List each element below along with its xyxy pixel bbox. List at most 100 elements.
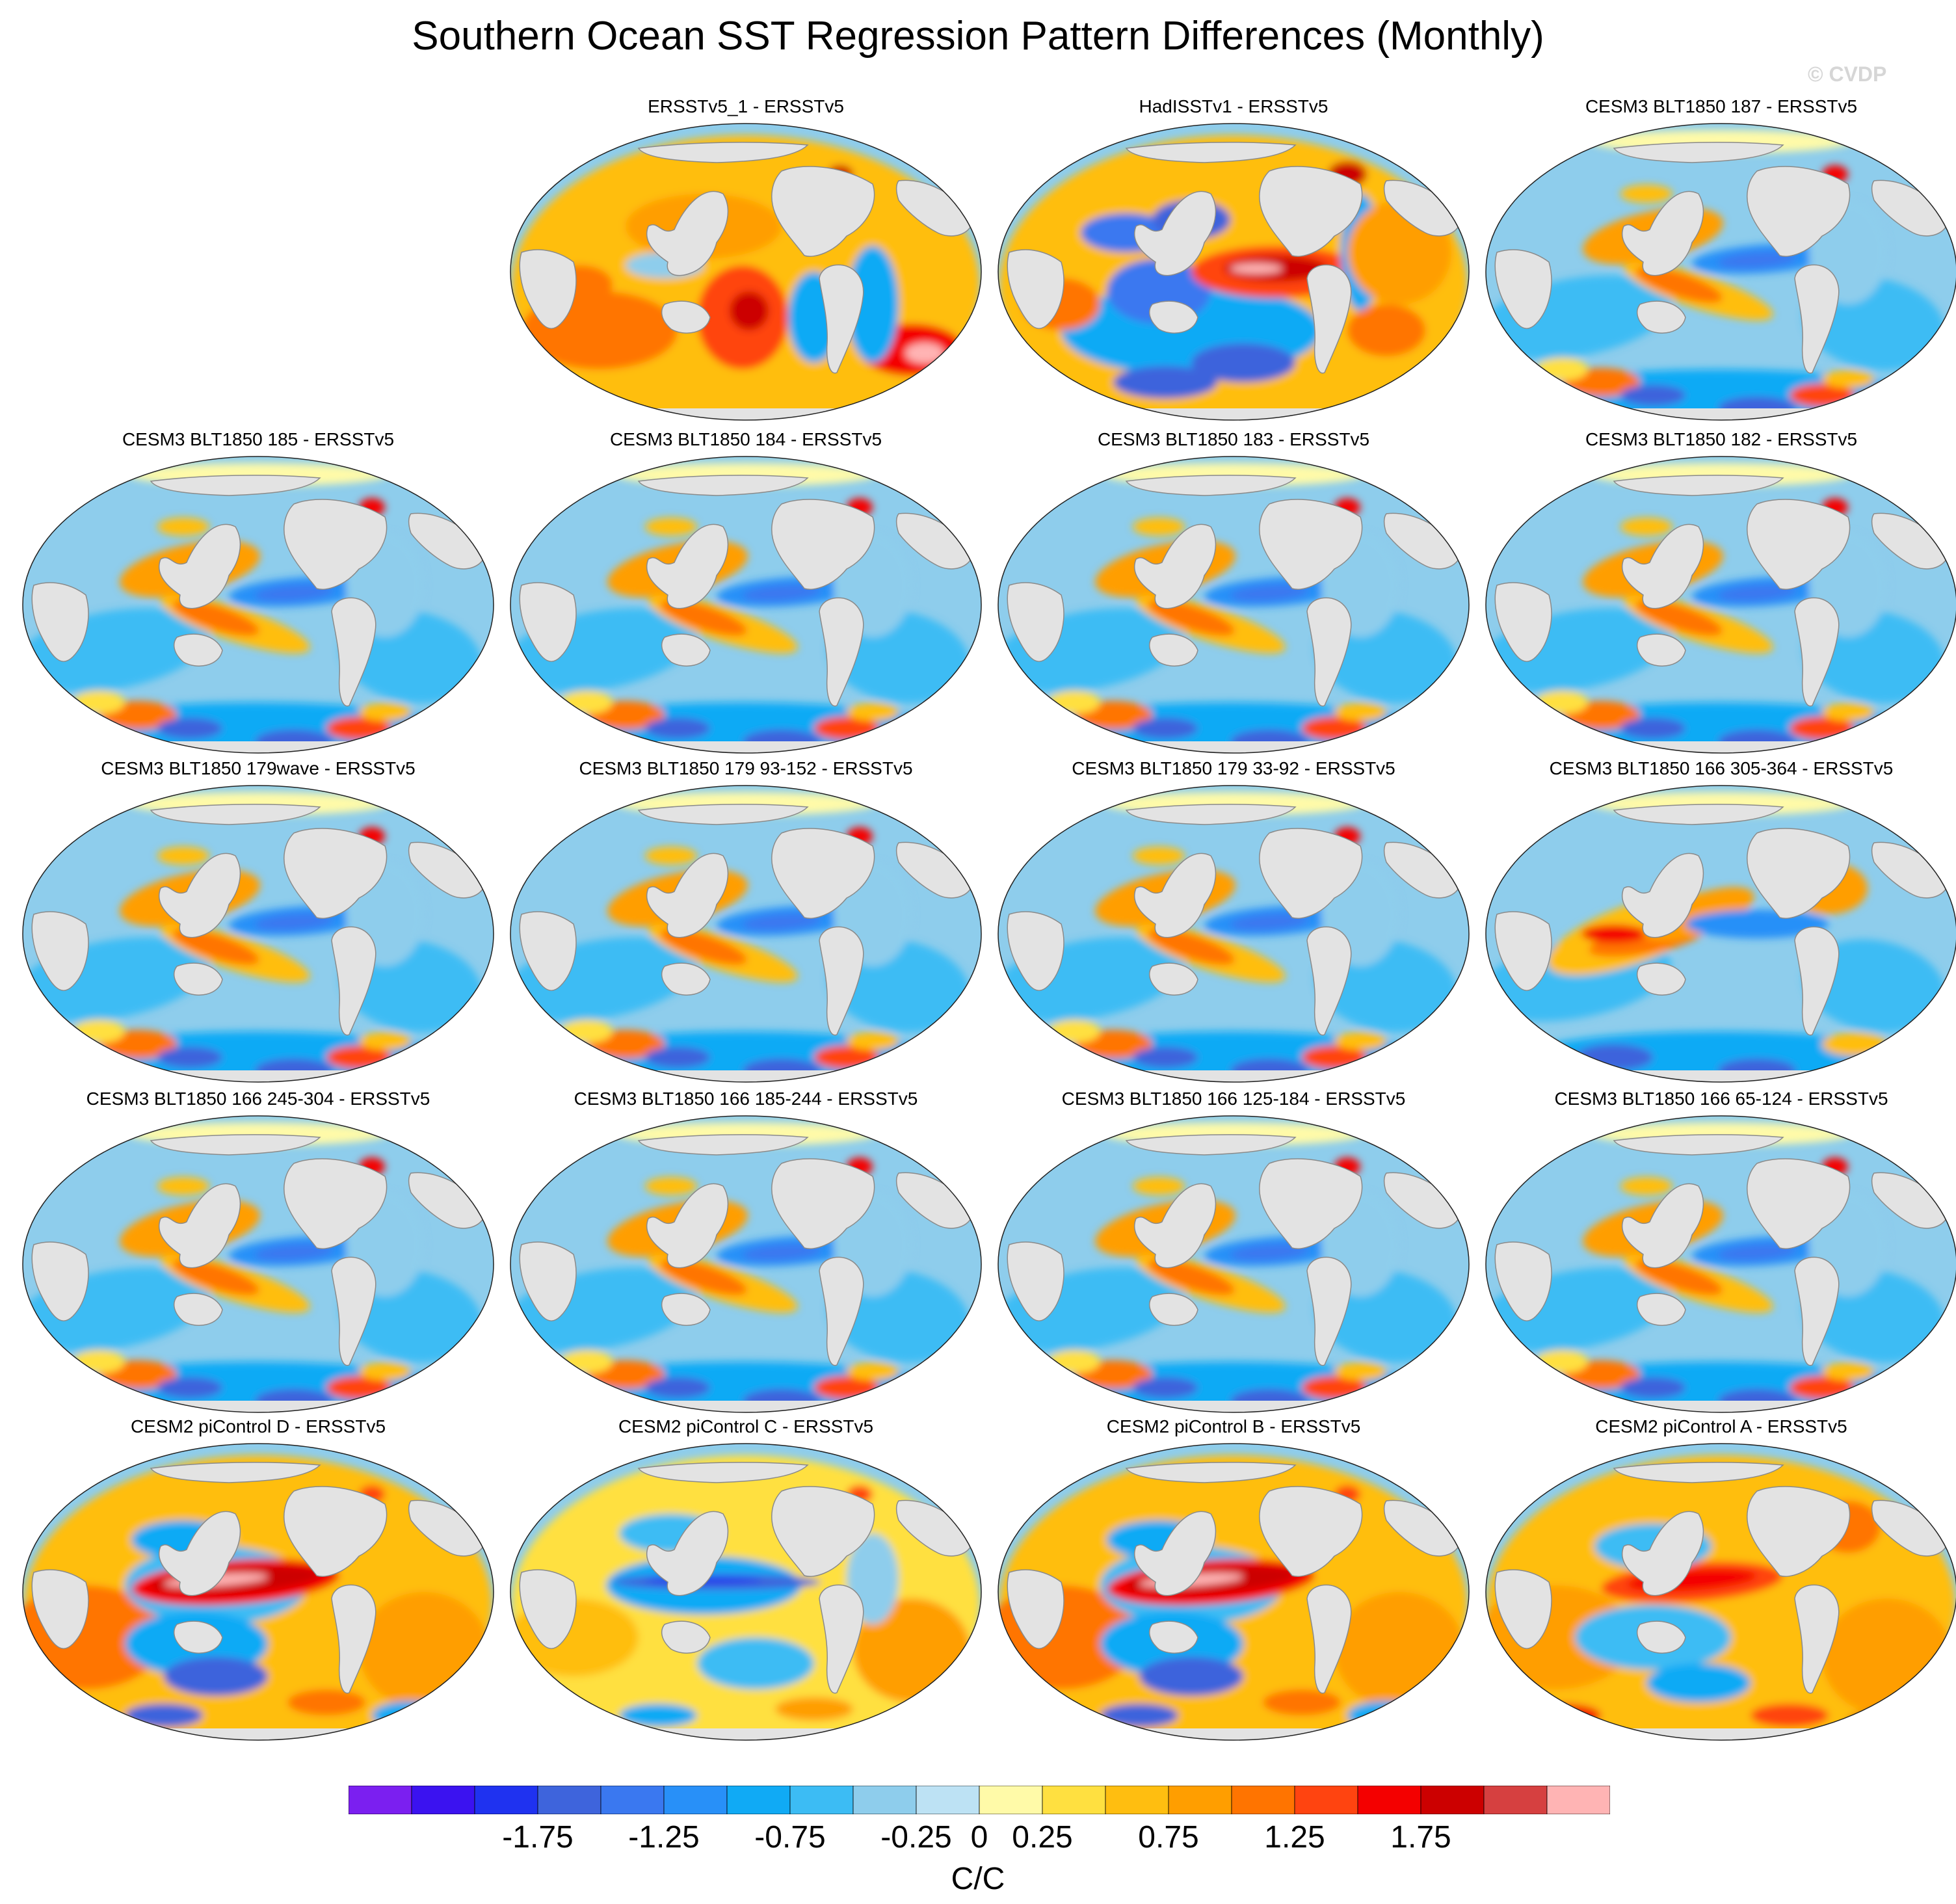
land-mass	[519, 582, 577, 662]
land-mass	[284, 499, 388, 590]
land-mass	[1794, 597, 1840, 707]
colorbar-tick-label: -0.25	[880, 1820, 952, 1855]
land-mass	[1613, 804, 1784, 825]
land-mass	[1306, 1256, 1352, 1366]
land-mass	[1622, 1511, 1704, 1596]
land-mass	[284, 1158, 388, 1249]
land-mass	[1494, 911, 1552, 991]
map-panel: CESM2 piControl D - ERSSTv5	[21, 1416, 496, 1741]
map-border	[510, 1443, 982, 1741]
sst-difference-map	[510, 123, 982, 421]
sst-difference-map	[510, 456, 982, 754]
map-border	[998, 785, 1470, 1083]
land-mass	[31, 1241, 89, 1321]
colorbar-swatch	[1483, 1786, 1548, 1814]
land-mass	[1794, 926, 1840, 1036]
land-mass	[1125, 1462, 1297, 1483]
land-mass	[1747, 1486, 1851, 1577]
map-panel: ERSSTv5_1 - ERSSTv5	[509, 96, 983, 421]
land-mass	[1622, 853, 1704, 938]
sst-difference-map	[22, 1115, 494, 1413]
sst-difference-map	[1485, 1443, 1956, 1741]
land-mass	[1613, 475, 1784, 496]
map-panel: CESM3 BLT1850 166 65-124 - ERSSTv5	[1484, 1089, 1956, 1414]
colorbar-tick-label: -1.75	[502, 1820, 574, 1855]
sst-difference-map	[1485, 456, 1956, 754]
land-mass	[771, 1486, 875, 1577]
colorbar-swatch	[663, 1786, 728, 1814]
land-mass	[1306, 597, 1352, 707]
land-mass	[1494, 1569, 1552, 1649]
land-mass	[819, 264, 864, 374]
land-mass	[819, 926, 864, 1036]
land-mass	[1622, 523, 1704, 609]
figure-title: Southern Ocean SST Regression Pattern Di…	[412, 14, 1544, 59]
panel-title: CESM3 BLT1850 187 - ERSSTv5	[1585, 96, 1858, 116]
land-mass	[173, 633, 223, 667]
colorbar-swatch	[916, 1786, 980, 1814]
map-panel: CESM2 piControl C - ERSSTv5	[509, 1416, 983, 1741]
map-border	[998, 123, 1470, 421]
land-mass	[771, 1158, 875, 1249]
panel-title: CESM3 BLT1850 179 33-92 - ERSSTv5	[1072, 758, 1395, 778]
land-mass	[1148, 1293, 1198, 1326]
land-mass	[1007, 582, 1064, 662]
map-panel: HadISSTv1 - ERSSTv5	[996, 96, 1471, 421]
panel-title: CESM3 BLT1850 179wave - ERSSTv5	[101, 758, 416, 778]
map-panel: CESM3 BLT1850 179 93-152 - ERSSTv5	[509, 758, 983, 1083]
land-mass	[637, 1134, 809, 1156]
colorbar-swatch	[537, 1786, 601, 1814]
land-mass	[1259, 1158, 1363, 1249]
panel-title: CESM3 BLT1850 185 - ERSSTv5	[122, 429, 395, 449]
land-mass	[31, 1569, 89, 1649]
colorbar-tick-label: -1.25	[628, 1820, 700, 1855]
land-mass	[519, 1569, 577, 1649]
land-mass	[1007, 249, 1064, 329]
land-mass	[1134, 191, 1217, 276]
map-border	[510, 1115, 982, 1413]
sst-difference-map	[22, 785, 494, 1083]
sst-difference-map	[1485, 123, 1956, 421]
colorbar-swatch	[1105, 1786, 1169, 1814]
land-mass	[1794, 1256, 1840, 1366]
land-mass	[661, 300, 711, 334]
panel-title: CESM2 piControl B - ERSSTv5	[1106, 1416, 1361, 1436]
colorbar-swatch	[474, 1786, 538, 1814]
land-mass	[173, 962, 223, 996]
land-mass	[1747, 1158, 1851, 1249]
colorbar-swatch	[1231, 1786, 1295, 1814]
land-mass	[1494, 1241, 1552, 1321]
sst-difference-map	[510, 785, 982, 1083]
land-mass	[31, 582, 89, 662]
map-border	[1485, 785, 1956, 1083]
colorbar-tick-label: 0	[970, 1820, 988, 1855]
map-panel: CESM3 BLT1850 182 - ERSSTv5	[1484, 429, 1956, 754]
map-panel: CESM2 piControl A - ERSSTv5	[1484, 1416, 1956, 1741]
panel-title: CESM3 BLT1850 182 - ERSSTv5	[1585, 429, 1858, 449]
colorbar-swatch	[789, 1786, 854, 1814]
map-border	[22, 785, 494, 1083]
panel-title: CESM2 piControl A - ERSSTv5	[1595, 1416, 1847, 1436]
map-panel: CESM3 BLT1850 179 33-92 - ERSSTv5	[996, 758, 1471, 1083]
panel-title: CESM3 BLT1850 166 125-184 - ERSSTv5	[1061, 1089, 1406, 1109]
map-border	[510, 456, 982, 754]
land-mass	[1636, 300, 1686, 334]
land-mass	[1259, 828, 1363, 919]
land-mass	[1636, 1620, 1686, 1654]
colorbar-tick-label: 1.25	[1264, 1820, 1325, 1855]
land-mass	[331, 597, 377, 707]
map-panel: CESM3 BLT1850 179wave - ERSSTv5	[21, 758, 496, 1083]
land-mass	[1306, 1584, 1352, 1694]
land-mass	[637, 475, 809, 496]
land-mass	[1636, 633, 1686, 667]
map-border	[1485, 1443, 1956, 1741]
map-panel: CESM3 BLT1850 166 245-304 - ERSSTv5	[21, 1089, 496, 1414]
land-mass	[519, 911, 577, 991]
sst-difference-map	[510, 1443, 982, 1741]
colorbar	[349, 1786, 1610, 1814]
land-mass	[1148, 300, 1198, 334]
land-mass	[1259, 499, 1363, 590]
sst-difference-map	[22, 456, 494, 754]
panel-title: CESM2 piControl D - ERSSTv5	[130, 1416, 386, 1436]
colorbar-tick-label: 1.75	[1390, 1820, 1451, 1855]
